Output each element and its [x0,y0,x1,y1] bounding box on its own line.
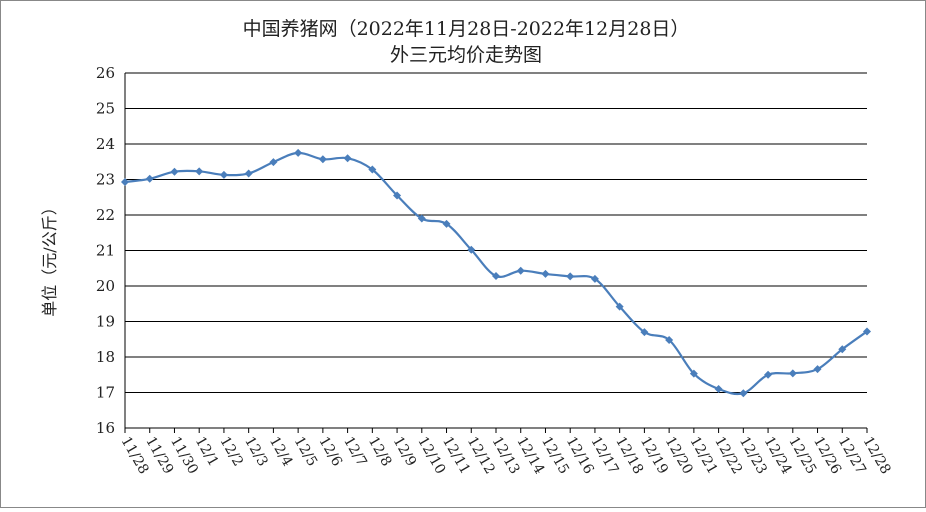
marker [788,369,797,378]
marker [541,269,550,278]
marker [393,191,402,200]
chart-subtitle: 外三元均价走势图 [390,44,542,66]
marker [813,365,822,374]
y-tick-label: 17 [96,384,115,402]
marker [195,167,204,176]
marker [417,214,426,223]
marker [665,335,674,344]
marker [566,272,575,281]
marker [170,167,179,176]
marker [343,154,352,163]
marker [689,369,698,378]
marker [714,384,723,393]
y-tick-label: 16 [96,419,115,437]
marker [863,327,871,336]
marker [492,272,500,281]
y-tick-label: 25 [96,100,115,118]
chart-title: 中国养猪网（2022年11月28日-2022年12月28日） [243,18,690,40]
marker [640,328,649,337]
y-tick-label: 24 [96,135,115,153]
marker [590,274,599,283]
marker [318,155,327,164]
y-tick-label: 23 [96,171,115,189]
y-tick-label: 19 [96,313,115,331]
marker [838,345,847,354]
y-axis-label: 单位（元/公斤） [40,199,59,316]
marker [121,177,129,186]
marker [244,169,253,178]
marker [269,158,278,167]
marker [764,370,773,379]
marker [294,148,303,157]
marker [467,245,476,254]
marker [145,174,154,183]
y-tick-label: 18 [96,348,115,366]
y-tick-label: 21 [96,242,115,260]
marker [368,165,377,174]
y-tick-label: 20 [96,277,115,295]
marker [219,170,228,179]
marker [739,389,748,398]
y-tick-label: 22 [96,206,115,224]
marker [615,302,624,311]
marker [516,266,525,275]
y-tick-label: 26 [96,64,115,82]
marker [442,219,451,228]
